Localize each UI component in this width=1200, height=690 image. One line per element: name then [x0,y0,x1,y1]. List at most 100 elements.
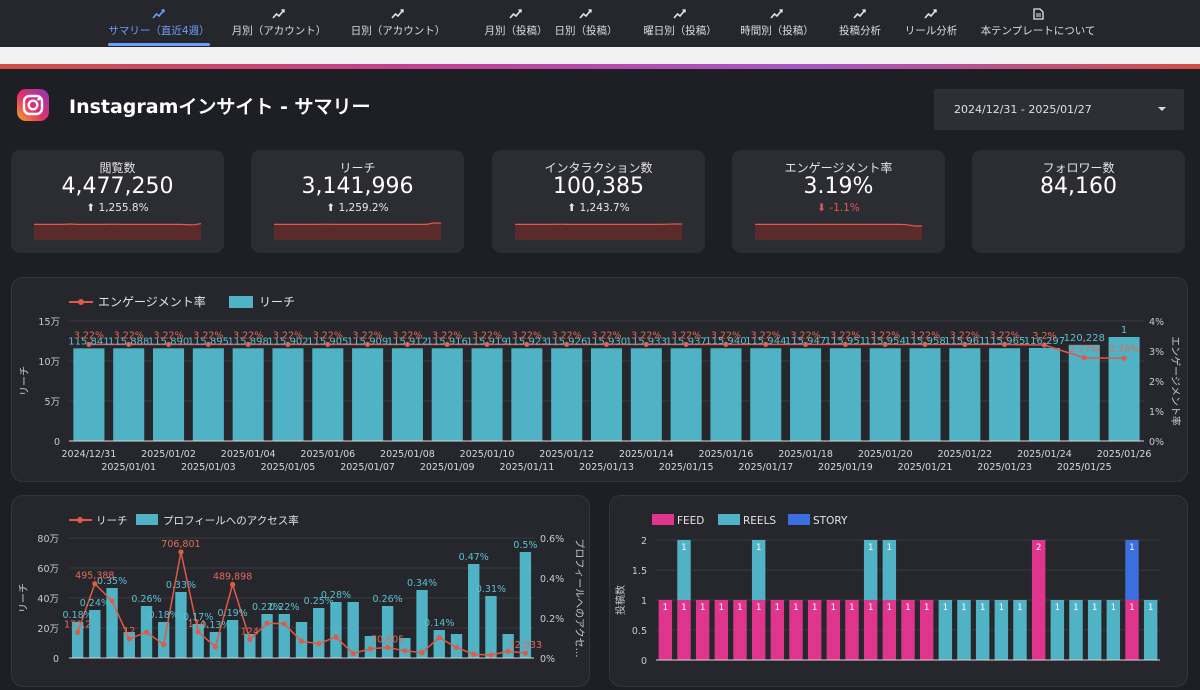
data-label-engagement: 3.22% [751,330,781,341]
point-reach [385,645,390,650]
data-label-profile-access: 0.33% [166,580,196,591]
x-axis-tick: 2025/01/24 [1017,449,1072,460]
data-label-engagement: 3.22% [790,330,820,341]
point-reach [282,621,287,626]
data-label-reach: 120,228 [1064,333,1105,344]
point-reach [316,641,321,646]
trend-chart-icon [853,8,867,20]
data-label-count: 1 [831,603,836,613]
point-reach [299,639,304,644]
kpi-value: 4,477,250 [11,174,224,199]
data-label-count: 1 [887,543,892,553]
data-label-engagement: 3.22% [671,330,701,341]
data-label-count: 1 [1111,603,1116,613]
nav-tab-9[interactable]: 本テンプレートについて [978,0,1098,47]
kpi-sparkline [515,220,682,240]
y2-axis-tick: 0% [540,654,555,665]
y-axis-tick: 1.5 [632,566,647,577]
x-axis-tick: 2025/01/15 [659,462,714,473]
data-label-profile-access: 0.47% [459,552,489,563]
point-reach [75,630,80,635]
x-axis-tick: 2025/01/07 [340,462,395,473]
bar-profile-access [261,614,272,658]
data-label-count: 1 [663,603,668,613]
legend-label: リーチ [96,515,128,527]
bar-reach [909,348,940,441]
date-range-value: 2024/12/31 - 2025/01/27 [954,103,1092,116]
x-axis-tick: 2025/01/26 [1097,449,1152,460]
nav-tab-0[interactable]: サマリー（直近4週） [99,0,219,47]
y2-axis-tick: 3% [1149,347,1164,358]
data-label-count: 1 [756,543,761,553]
data-label-count: 1 [961,603,966,613]
bar-reach [949,348,980,441]
bar-reach [472,348,503,441]
data-label-engagement: 3.22% [273,330,303,341]
data-label-engagement: 3.22% [114,330,144,341]
bar-reach [73,348,104,441]
y-axis-tick: 60万 [37,564,59,575]
x-axis-tick: 2025/01/17 [738,462,793,473]
data-label-engagement: 3.22% [432,330,462,341]
bar-reach [153,348,184,441]
bar-reach [233,348,264,441]
point-reach [230,582,235,587]
nav-tab-1[interactable]: 月別（アカウント） [219,0,339,47]
data-label-engagement: 3.2% [1032,331,1056,342]
data-label-engagement: 3.22% [233,330,263,341]
bar-profile-access [434,630,445,658]
legend-marker-engagement [78,299,84,305]
data-label-count: 1 [1129,543,1134,553]
x-axis-tick: 2025/01/12 [539,449,594,460]
y2-axis-tick: 0.6% [540,534,564,545]
x-axis-tick: 2025/01/03 [181,462,236,473]
trend-chart-icon [152,8,166,20]
data-label-count: 1 [756,603,761,613]
y-axis-tick: 80万 [37,534,59,545]
data-label-engagement: 3.22% [74,330,104,341]
bar-profile-access [279,614,290,658]
bar-reach [790,348,821,441]
bar-reach [710,348,741,441]
nav-tab-label: リール分析 [871,23,991,38]
data-label-engagement: 3.22% [552,330,582,341]
kpi-card-reach: リーチ 3,141,996 ⬆ 1,259.2% [251,150,464,253]
data-label-count: 1 [999,603,1004,613]
nav-tab-2[interactable]: 日別（アカウント） [338,0,458,47]
kpi-card-interactions: インタラクション数 100,385 ⬆ 1,243.7% [492,150,705,253]
trend-chart-icon [272,8,286,20]
point-reach [213,644,218,649]
x-axis-tick: 2025/01/02 [141,449,196,460]
kpi-delta: ⬆ 1,259.2% [251,202,464,214]
bar-reach [511,348,542,441]
y-axis-tick: 10万 [38,357,60,368]
x-axis-tick: 2025/01/16 [699,449,754,460]
kpi-value: 100,385 [492,174,705,199]
kpi-sparkline [755,220,922,240]
nav-tab-8[interactable]: リール分析 [871,0,991,47]
x-axis-tick: 2025/01/04 [221,449,276,460]
legend-marker-reach [77,517,83,523]
data-label-engagement: 3.22% [870,330,900,341]
bar-reach [830,348,861,441]
bar-profile-access [158,622,169,658]
data-label-count: 1 [1092,603,1097,613]
y-axis-tick: 0 [641,656,647,667]
trend-chart-icon [579,8,593,20]
data-label-engagement: 3.22% [472,330,502,341]
document-icon [1031,8,1045,20]
data-label-profile-access: 0.26% [131,594,161,605]
data-label-profile-access: 0.34% [407,578,437,589]
y2-axis-tick: 0.4% [540,574,564,585]
data-label-count: 1 [943,603,948,613]
y-axis-tick: 1 [641,596,647,607]
legend-swatch-profile-access [136,514,158,525]
data-label-count: 1 [681,603,686,613]
kpi-sparkline [274,220,441,240]
data-label-count: 1 [980,603,985,613]
date-range-picker[interactable]: 2024/12/31 - 2025/01/27 [934,89,1184,130]
x-axis-tick: 2025/01/11 [499,462,554,473]
legend-swatch-feed [652,514,674,525]
y-axis-tick: 0.5 [632,626,647,637]
bar-reach [591,348,622,441]
